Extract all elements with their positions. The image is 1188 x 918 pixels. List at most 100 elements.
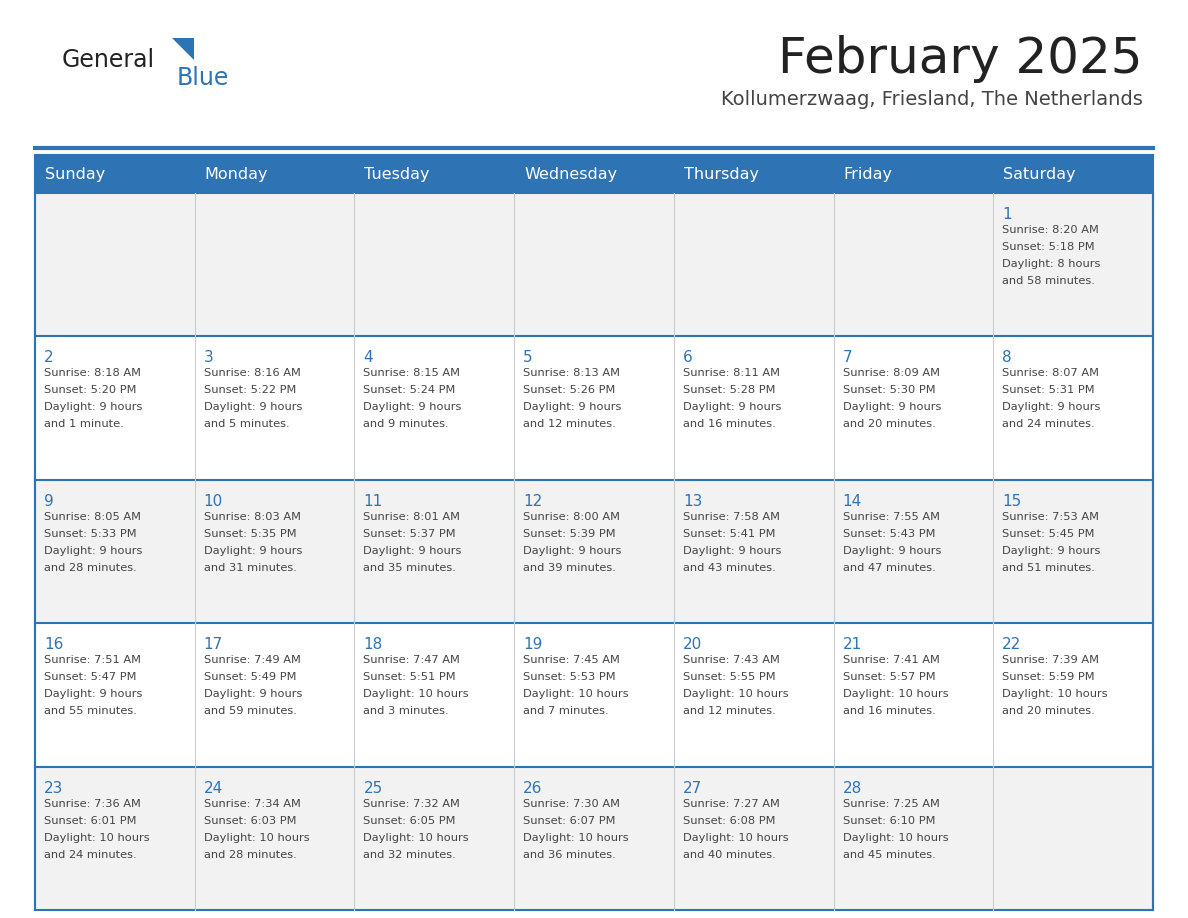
Text: Daylight: 10 hours: Daylight: 10 hours	[203, 833, 309, 843]
Text: Sunset: 5:33 PM: Sunset: 5:33 PM	[44, 529, 137, 539]
Text: Sunset: 5:45 PM: Sunset: 5:45 PM	[1003, 529, 1095, 539]
Text: Sunset: 5:41 PM: Sunset: 5:41 PM	[683, 529, 776, 539]
Text: and 47 minutes.: and 47 minutes.	[842, 563, 935, 573]
Text: Daylight: 9 hours: Daylight: 9 hours	[203, 689, 302, 700]
Text: Daylight: 10 hours: Daylight: 10 hours	[842, 833, 948, 843]
Text: Sunrise: 7:32 AM: Sunrise: 7:32 AM	[364, 799, 460, 809]
Text: Sunrise: 8:20 AM: Sunrise: 8:20 AM	[1003, 225, 1099, 235]
Text: and 7 minutes.: and 7 minutes.	[523, 706, 608, 716]
Text: Sunrise: 8:01 AM: Sunrise: 8:01 AM	[364, 512, 461, 521]
Text: and 58 minutes.: and 58 minutes.	[1003, 276, 1095, 286]
Text: 2: 2	[44, 351, 53, 365]
Text: #222222: #222222	[62, 74, 69, 75]
Text: Sunrise: 8:13 AM: Sunrise: 8:13 AM	[523, 368, 620, 378]
Text: 13: 13	[683, 494, 702, 509]
Text: and 20 minutes.: and 20 minutes.	[842, 420, 935, 430]
Text: Sunset: 5:57 PM: Sunset: 5:57 PM	[842, 672, 935, 682]
Text: Sunrise: 7:49 AM: Sunrise: 7:49 AM	[203, 655, 301, 666]
Text: 11: 11	[364, 494, 383, 509]
Text: 15: 15	[1003, 494, 1022, 509]
Text: Sunset: 5:26 PM: Sunset: 5:26 PM	[523, 386, 615, 396]
Text: and 31 minutes.: and 31 minutes.	[203, 563, 297, 573]
Bar	[34, 623, 1154, 767]
Text: Daylight: 10 hours: Daylight: 10 hours	[523, 833, 628, 843]
Text: 20: 20	[683, 637, 702, 652]
Text: Monday: Monday	[204, 166, 268, 182]
Text: and 24 minutes.: and 24 minutes.	[1003, 420, 1095, 430]
Bar	[34, 193, 1154, 336]
Text: and 9 minutes.: and 9 minutes.	[364, 420, 449, 430]
Text: Sunrise: 8:07 AM: Sunrise: 8:07 AM	[1003, 368, 1099, 378]
Text: and 12 minutes.: and 12 minutes.	[683, 706, 776, 716]
Text: Sunset: 5:47 PM: Sunset: 5:47 PM	[44, 672, 137, 682]
Text: Daylight: 9 hours: Daylight: 9 hours	[1003, 546, 1100, 555]
Text: Daylight: 10 hours: Daylight: 10 hours	[842, 689, 948, 700]
Text: 1: 1	[1003, 207, 1012, 222]
Text: 28: 28	[842, 780, 861, 796]
Bar	[34, 155, 1154, 193]
Text: Sunset: 6:03 PM: Sunset: 6:03 PM	[203, 815, 296, 825]
Text: Daylight: 10 hours: Daylight: 10 hours	[683, 833, 789, 843]
Text: Sunrise: 7:51 AM: Sunrise: 7:51 AM	[44, 655, 141, 666]
Text: Sunset: 5:39 PM: Sunset: 5:39 PM	[523, 529, 615, 539]
Text: Sunrise: 8:09 AM: Sunrise: 8:09 AM	[842, 368, 940, 378]
Text: Sunrise: 8:16 AM: Sunrise: 8:16 AM	[203, 368, 301, 378]
Text: 12: 12	[523, 494, 543, 509]
Text: Sunrise: 8:00 AM: Sunrise: 8:00 AM	[523, 512, 620, 521]
Text: Sunrise: 7:41 AM: Sunrise: 7:41 AM	[842, 655, 940, 666]
Text: Sunset: 5:18 PM: Sunset: 5:18 PM	[1003, 242, 1095, 252]
Text: Daylight: 10 hours: Daylight: 10 hours	[1003, 689, 1108, 700]
Text: and 59 minutes.: and 59 minutes.	[203, 706, 297, 716]
Bar	[34, 336, 1154, 480]
Text: Daylight: 9 hours: Daylight: 9 hours	[683, 402, 782, 412]
Text: Daylight: 10 hours: Daylight: 10 hours	[364, 833, 469, 843]
Text: 27: 27	[683, 780, 702, 796]
Text: Sunset: 5:24 PM: Sunset: 5:24 PM	[364, 386, 456, 396]
Text: Daylight: 10 hours: Daylight: 10 hours	[523, 689, 628, 700]
Text: and 3 minutes.: and 3 minutes.	[364, 706, 449, 716]
Text: Daylight: 9 hours: Daylight: 9 hours	[44, 689, 143, 700]
Text: Daylight: 10 hours: Daylight: 10 hours	[364, 689, 469, 700]
Text: and 55 minutes.: and 55 minutes.	[44, 706, 137, 716]
Text: Sunrise: 7:30 AM: Sunrise: 7:30 AM	[523, 799, 620, 809]
Text: 23: 23	[44, 780, 63, 796]
Text: Sunrise: 7:34 AM: Sunrise: 7:34 AM	[203, 799, 301, 809]
Text: 26: 26	[523, 780, 543, 796]
Text: Daylight: 9 hours: Daylight: 9 hours	[44, 402, 143, 412]
Text: Wednesday: Wednesday	[524, 166, 618, 182]
Text: General: General	[62, 48, 156, 72]
Text: and 51 minutes.: and 51 minutes.	[1003, 563, 1095, 573]
Text: Daylight: 9 hours: Daylight: 9 hours	[364, 546, 462, 555]
Text: and 28 minutes.: and 28 minutes.	[44, 563, 137, 573]
Text: Sunrise: 7:45 AM: Sunrise: 7:45 AM	[523, 655, 620, 666]
Text: Sunrise: 8:15 AM: Sunrise: 8:15 AM	[364, 368, 461, 378]
Text: Sunset: 5:28 PM: Sunset: 5:28 PM	[683, 386, 776, 396]
Text: 7: 7	[842, 351, 852, 365]
Text: Daylight: 10 hours: Daylight: 10 hours	[683, 689, 789, 700]
Text: Sunset: 5:55 PM: Sunset: 5:55 PM	[683, 672, 776, 682]
Text: Sunrise: 8:18 AM: Sunrise: 8:18 AM	[44, 368, 141, 378]
Bar	[34, 480, 1154, 623]
Text: Daylight: 9 hours: Daylight: 9 hours	[203, 546, 302, 555]
Text: Sunrise: 7:47 AM: Sunrise: 7:47 AM	[364, 655, 460, 666]
Text: Sunrise: 7:53 AM: Sunrise: 7:53 AM	[1003, 512, 1099, 521]
Text: 8: 8	[1003, 351, 1012, 365]
Text: and 16 minutes.: and 16 minutes.	[842, 706, 935, 716]
Text: Tuesday: Tuesday	[365, 166, 430, 182]
Text: Sunset: 5:31 PM: Sunset: 5:31 PM	[1003, 386, 1095, 396]
Text: 3: 3	[203, 351, 214, 365]
Text: and 1 minute.: and 1 minute.	[44, 420, 124, 430]
Text: Sunset: 5:22 PM: Sunset: 5:22 PM	[203, 386, 296, 396]
Text: Sunset: 6:05 PM: Sunset: 6:05 PM	[364, 815, 456, 825]
Text: Sunset: 5:49 PM: Sunset: 5:49 PM	[203, 672, 296, 682]
Text: and 28 minutes.: and 28 minutes.	[203, 849, 297, 859]
Text: Daylight: 9 hours: Daylight: 9 hours	[523, 546, 621, 555]
Text: Kollumerzwaag, Friesland, The Netherlands: Kollumerzwaag, Friesland, The Netherland…	[721, 90, 1143, 109]
Text: and 32 minutes.: and 32 minutes.	[364, 849, 456, 859]
Text: Daylight: 9 hours: Daylight: 9 hours	[523, 402, 621, 412]
Text: and 45 minutes.: and 45 minutes.	[842, 849, 935, 859]
Text: Daylight: 9 hours: Daylight: 9 hours	[203, 402, 302, 412]
Text: Sunset: 5:30 PM: Sunset: 5:30 PM	[842, 386, 935, 396]
Text: 24: 24	[203, 780, 223, 796]
Text: Daylight: 8 hours: Daylight: 8 hours	[1003, 259, 1100, 269]
